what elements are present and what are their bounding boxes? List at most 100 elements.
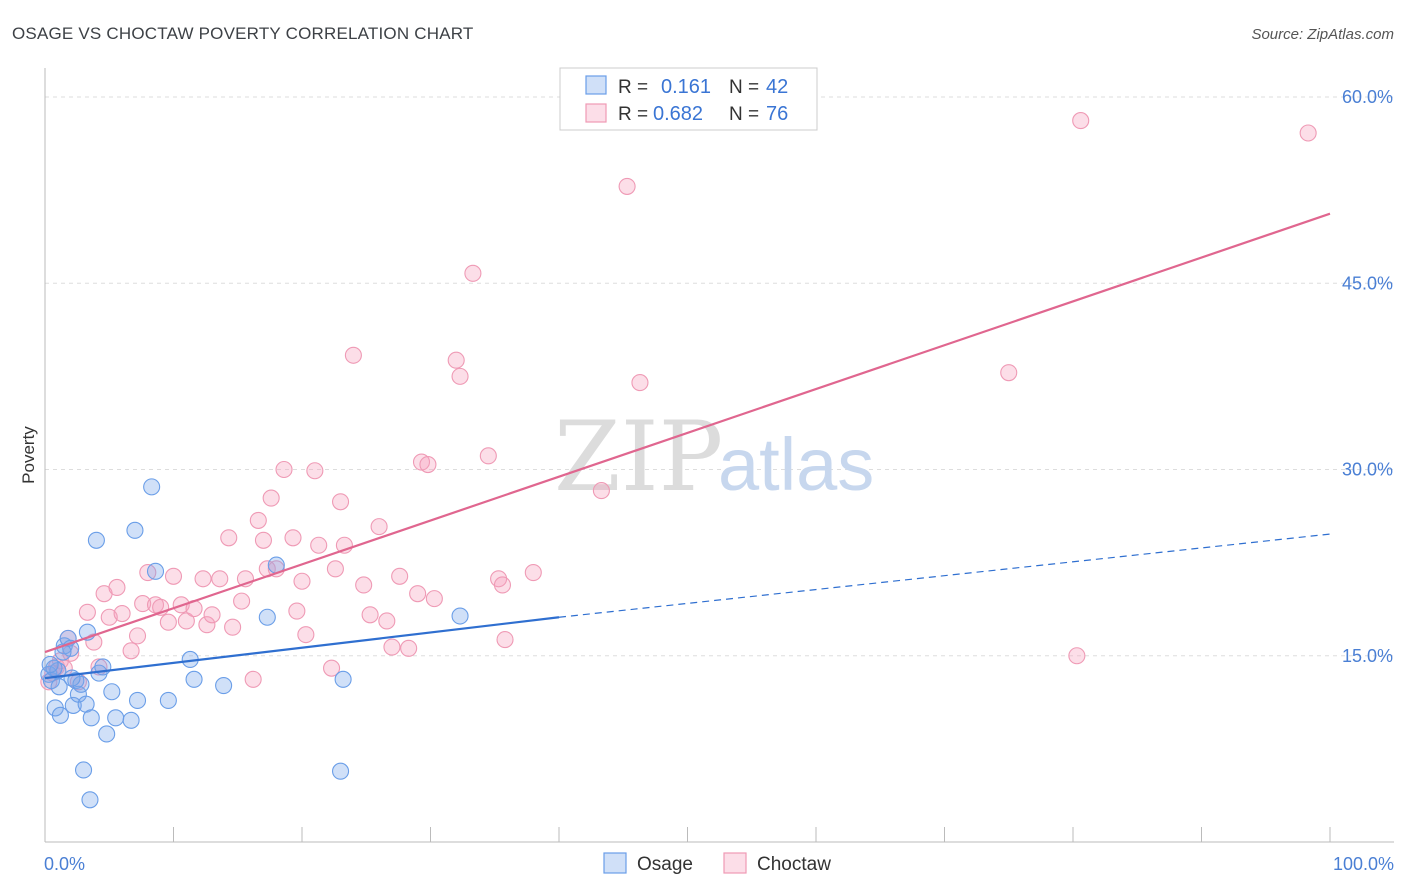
legend-choctaw-n-value: 76 (766, 103, 788, 125)
osage-point (103, 683, 121, 701)
choctaw-point (262, 489, 280, 507)
choctaw-point (524, 564, 542, 582)
choctaw-point (496, 631, 514, 649)
choctaw-point (164, 567, 183, 585)
choctaw-point (419, 455, 437, 474)
choctaw-point (108, 578, 126, 597)
osage-point (159, 691, 177, 710)
osage-point (72, 675, 90, 693)
bottom-legend-choctaw-label: Choctaw (757, 854, 831, 875)
choctaw-point (134, 595, 152, 613)
legend-osage-n-label: N = (729, 77, 759, 98)
osage-trend-extension (558, 533, 1331, 618)
series-legend: Osage Choctaw (603, 852, 831, 875)
legend-osage-r-label: R = (618, 77, 648, 98)
osage-point (331, 762, 350, 780)
y-tick-label: 30.0% (1342, 460, 1393, 480)
legend-choctaw-r-label: R = (618, 104, 648, 125)
osage-point (185, 670, 203, 688)
choctaw-point (370, 518, 388, 536)
choctaw-point (592, 482, 610, 500)
choctaw-point (293, 572, 311, 590)
choctaw-point (409, 585, 427, 603)
osage-trend-line (44, 616, 560, 680)
osage-point (215, 676, 233, 695)
bottom-legend-osage-label: Osage (637, 854, 693, 875)
osage-point (334, 670, 352, 688)
choctaw-point (391, 567, 409, 585)
choctaw-trend-line (44, 212, 1331, 654)
choctaw-point (355, 576, 373, 594)
choctaw-point (1299, 124, 1317, 142)
osage-point (50, 678, 68, 696)
choctaw-point (254, 531, 273, 549)
choctaw-point (400, 639, 418, 657)
trend-lines (44, 212, 1331, 680)
choctaw-point (1068, 647, 1086, 665)
choctaw-point (203, 606, 221, 624)
correlation-legend: R = 0.161 N = 42 R = 0.682 N = 76 (559, 67, 818, 131)
choctaw-point (378, 612, 396, 630)
choctaw-point (177, 612, 195, 630)
osage-point (451, 607, 469, 625)
choctaw-point (233, 592, 251, 610)
x-tick-label-max: 100.0% (1333, 854, 1394, 874)
choctaw-point (618, 177, 636, 195)
legend-choctaw-r-value: 0.682 (653, 103, 703, 125)
choctaw-point (113, 604, 131, 623)
choctaw-point (631, 374, 649, 392)
choctaw-point (198, 616, 216, 634)
choctaw-point (78, 603, 96, 621)
y-tick-label: 60.0% (1342, 87, 1393, 107)
bottom-legend-osage-swatch (603, 852, 627, 874)
choctaw-point (297, 626, 315, 644)
choctaw-point (128, 627, 147, 645)
choctaw-point (447, 351, 465, 369)
osage-point (107, 709, 125, 727)
choctaw-point (344, 346, 362, 364)
choctaw-point (220, 529, 238, 547)
legend-box (559, 67, 818, 131)
osage-point (258, 608, 276, 626)
legend-choctaw-n-label: N = (729, 104, 759, 125)
osage-point (126, 521, 144, 539)
choctaw-point (464, 264, 482, 282)
choctaw-point (451, 367, 469, 385)
choctaw-point (1000, 364, 1018, 382)
watermark: ZIP atlas (554, 401, 874, 513)
y-axis-label: Poverty (19, 426, 38, 484)
osage-point (128, 691, 147, 710)
choctaw-point (493, 576, 512, 594)
choctaw-point (383, 638, 401, 656)
osage-point (41, 655, 59, 673)
choctaw-point (284, 529, 302, 547)
choctaw-point (85, 633, 103, 651)
osage-point (146, 562, 165, 580)
osage-point (82, 709, 100, 727)
choctaw-point (310, 536, 328, 554)
legend-osage-swatch (585, 75, 607, 95)
choctaw-point (1072, 112, 1090, 130)
osage-point (143, 478, 161, 496)
choctaw-point (249, 511, 267, 529)
legend-osage-r-value: 0.161 (661, 76, 711, 98)
choctaw-point (288, 602, 306, 620)
choctaw-point (159, 613, 177, 631)
osage-point (98, 725, 116, 743)
choctaw-point (100, 608, 118, 626)
choctaw-point (323, 659, 341, 677)
legend-choctaw-swatch (585, 103, 607, 123)
chart-title: OSAGE VS CHOCTAW POVERTY CORRELATION CHA… (12, 24, 474, 43)
x-tick-label-min: 0.0% (44, 854, 85, 874)
bottom-legend-choctaw-swatch (723, 852, 747, 874)
choctaw-point (275, 460, 293, 479)
choctaw-point (122, 642, 140, 660)
osage-point (81, 791, 99, 809)
choctaw-point (331, 493, 350, 511)
choctaw-point (306, 462, 324, 480)
choctaw-point (194, 570, 212, 588)
choctaw-point (326, 560, 344, 578)
choctaw-point (479, 447, 497, 465)
osage-point (51, 706, 69, 724)
